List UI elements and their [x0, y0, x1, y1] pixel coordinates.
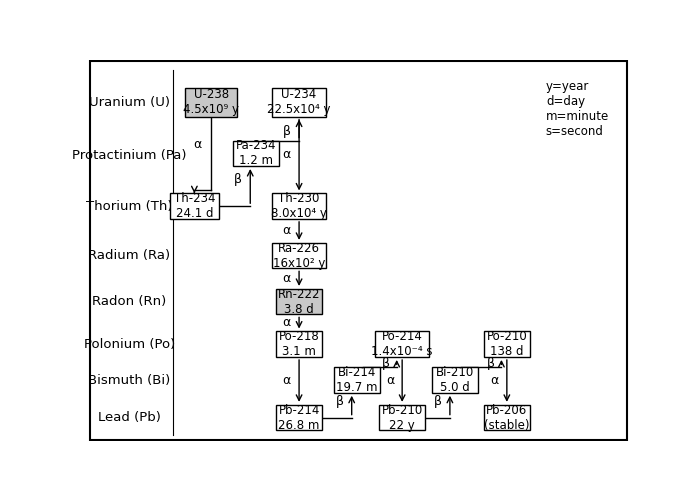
Text: α: α	[283, 316, 291, 329]
Text: β: β	[434, 395, 442, 408]
Text: Po-214
1.4x10⁻⁴ s: Po-214 1.4x10⁻⁴ s	[372, 330, 433, 358]
Text: Polonium (Po): Polonium (Po)	[83, 338, 175, 351]
Text: Uranium (U): Uranium (U)	[89, 96, 170, 109]
Text: β: β	[382, 357, 390, 371]
Text: Pb-206
(stable): Pb-206 (stable)	[484, 404, 530, 432]
Text: Thorium (Th): Thorium (Th)	[86, 200, 172, 213]
Text: α: α	[283, 224, 291, 238]
FancyBboxPatch shape	[334, 367, 380, 393]
FancyBboxPatch shape	[276, 331, 322, 357]
Text: β: β	[283, 125, 291, 138]
Text: Pa-234
1.2 m: Pa-234 1.2 m	[235, 139, 276, 167]
Text: Po-218
3.1 m: Po-218 3.1 m	[279, 330, 319, 358]
Text: α: α	[193, 138, 202, 151]
Text: α: α	[386, 374, 394, 387]
Text: Po-210
138 d: Po-210 138 d	[486, 330, 527, 358]
Text: α: α	[283, 148, 291, 162]
Text: α: α	[283, 272, 291, 285]
FancyBboxPatch shape	[232, 140, 279, 166]
FancyBboxPatch shape	[170, 193, 219, 219]
Text: Pb-210
22 y: Pb-210 22 y	[382, 404, 423, 432]
Text: Ra-226
16x10² y: Ra-226 16x10² y	[273, 242, 326, 270]
Text: Rn-222
3.8 d: Rn-222 3.8 d	[278, 288, 321, 315]
Text: β: β	[335, 395, 344, 408]
FancyBboxPatch shape	[484, 331, 530, 357]
FancyBboxPatch shape	[272, 88, 326, 117]
Text: Pb-214
26.8 m: Pb-214 26.8 m	[279, 404, 320, 432]
Text: β: β	[234, 173, 242, 186]
Text: Lead (Pb): Lead (Pb)	[98, 411, 161, 424]
Text: Radium (Ra): Radium (Ra)	[88, 249, 170, 262]
FancyBboxPatch shape	[276, 405, 322, 431]
Text: α: α	[491, 374, 498, 387]
Text: Th-234
24.1 d: Th-234 24.1 d	[174, 192, 215, 220]
Text: Protactinium (Pa): Protactinium (Pa)	[72, 148, 186, 162]
Text: Bi-214
19.7 m: Bi-214 19.7 m	[337, 366, 378, 394]
FancyBboxPatch shape	[433, 367, 478, 393]
Text: y=year
d=day
m=minute
s=second: y=year d=day m=minute s=second	[546, 80, 609, 138]
Text: Th-230
8.0x10⁴ y: Th-230 8.0x10⁴ y	[271, 192, 327, 220]
FancyBboxPatch shape	[484, 405, 530, 431]
FancyBboxPatch shape	[272, 193, 326, 219]
Text: U-238
4.5x10⁹ y: U-238 4.5x10⁹ y	[183, 88, 239, 116]
FancyBboxPatch shape	[90, 62, 627, 439]
Text: α: α	[283, 374, 291, 387]
Text: Radon (Rn): Radon (Rn)	[92, 295, 167, 308]
FancyBboxPatch shape	[375, 331, 429, 357]
Text: Bi-210
5.0 d: Bi-210 5.0 d	[436, 366, 475, 394]
Text: Bismuth (Bi): Bismuth (Bi)	[88, 373, 170, 386]
FancyBboxPatch shape	[272, 243, 326, 268]
FancyBboxPatch shape	[276, 289, 322, 314]
FancyBboxPatch shape	[379, 405, 425, 431]
FancyBboxPatch shape	[186, 88, 237, 117]
Text: U-234
22.5x10⁴ y: U-234 22.5x10⁴ y	[267, 88, 331, 116]
Text: β: β	[486, 357, 494, 371]
